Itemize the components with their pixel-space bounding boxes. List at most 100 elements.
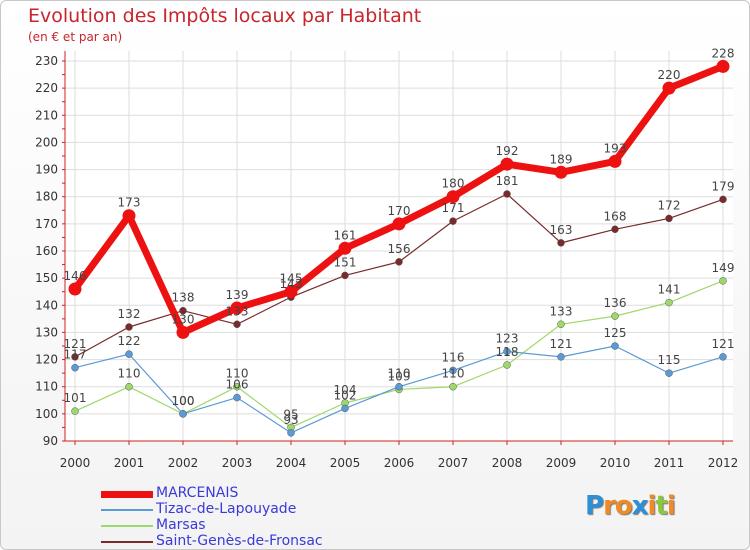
- y-tick-label: 160: [35, 244, 58, 258]
- data-label: 133: [226, 304, 249, 318]
- data-label: 192: [496, 144, 519, 158]
- chart-legend: MARCENAIS Tizac-de-Lapouyade Marsas Saint-G…: [101, 485, 361, 549]
- data-label: 106: [226, 378, 249, 392]
- legend-item: MARCENAIS: [101, 485, 361, 502]
- data-label: 118: [496, 345, 519, 359]
- data-label: 133: [550, 304, 573, 318]
- data-label: 173: [118, 196, 141, 210]
- data-point: [233, 382, 241, 391]
- data-point: [665, 369, 673, 377]
- data-point: [557, 239, 565, 247]
- data-label: 121: [64, 337, 87, 351]
- data-label: 228: [712, 46, 735, 60]
- data-label: 104: [334, 383, 357, 397]
- data-point: [71, 363, 79, 372]
- data-label: 121: [712, 337, 735, 351]
- data-point: [665, 214, 673, 223]
- data-point: [71, 353, 79, 361]
- data-label: 100: [172, 394, 195, 408]
- data-point: [449, 382, 457, 391]
- data-label: 102: [334, 388, 357, 402]
- data-point: [449, 217, 457, 225]
- legend-swatch: [101, 541, 153, 543]
- logo-letter: i: [647, 491, 657, 521]
- data-point: [719, 195, 727, 204]
- y-tick-label: 230: [35, 54, 58, 68]
- y-tick-label: 190: [35, 163, 58, 177]
- chart-subtitle: (en € et par an): [28, 30, 123, 44]
- data-label: 145: [280, 272, 303, 286]
- data-point: [608, 154, 622, 168]
- y-tick-label: 110: [35, 380, 58, 394]
- data-point: [662, 81, 676, 95]
- data-point: [503, 361, 511, 369]
- data-label: 168: [604, 209, 627, 223]
- legend-item: Saint-Genès-de-Fronsac: [101, 533, 361, 549]
- chart-series: [68, 59, 730, 437]
- y-tick-label: 100: [35, 407, 58, 421]
- data-point: [233, 393, 241, 402]
- logo-letter: x: [631, 491, 649, 521]
- data-point: [122, 209, 136, 223]
- data-point: [611, 225, 619, 234]
- data-label: 123: [496, 331, 519, 345]
- x-tick-label: 2000: [60, 456, 91, 470]
- data-point: [557, 320, 565, 329]
- y-tick-label: 210: [35, 108, 58, 122]
- data-label: 181: [496, 174, 519, 188]
- y-tick-label: 130: [35, 325, 58, 339]
- y-tick-label: 200: [35, 135, 58, 149]
- data-label: 171: [442, 201, 465, 215]
- data-label: 220: [658, 68, 681, 82]
- x-tick-label: 2011: [654, 456, 685, 470]
- data-point: [179, 306, 187, 315]
- legend-item: Marsas: [101, 517, 361, 534]
- data-label: 170: [388, 204, 411, 218]
- chart-title: Evolution des Impôts locaux par Habitant: [28, 5, 422, 27]
- data-label: 172: [658, 198, 681, 212]
- y-tick-label: 150: [35, 271, 58, 285]
- logo-letter: P: [585, 491, 604, 521]
- data-label: 180: [442, 177, 465, 191]
- data-point: [500, 157, 514, 171]
- data-label: 193: [604, 141, 627, 155]
- data-point: [71, 407, 79, 415]
- logo-letter: r: [603, 491, 616, 521]
- legend-swatch: [101, 490, 153, 498]
- x-tick-label: 2002: [168, 456, 199, 470]
- data-point: [125, 350, 133, 358]
- data-label: 110: [442, 367, 465, 381]
- data-label: 125: [604, 326, 627, 340]
- data-point: [179, 410, 187, 418]
- data-point: [446, 190, 460, 204]
- chart-labels: 121 132 138 133 143 151 156 171 181 163 168 172 179 1…: [64, 46, 735, 426]
- logo-letter: t: [655, 491, 667, 521]
- data-label: 143: [280, 277, 303, 291]
- data-point: [284, 285, 298, 299]
- data-point: [716, 59, 730, 73]
- x-tick-label: 2006: [384, 456, 415, 470]
- x-tick-label: 2005: [330, 456, 361, 470]
- data-point: [554, 165, 568, 179]
- data-point: [557, 353, 565, 361]
- x-tick-label: 2009: [546, 456, 577, 470]
- logo-letter: o: [614, 491, 633, 521]
- data-label: 116: [442, 350, 465, 364]
- data-point: [503, 347, 511, 356]
- data-label: 149: [712, 261, 735, 275]
- y-tick-label: 120: [35, 353, 58, 367]
- data-point: [395, 258, 403, 266]
- data-label: 110: [226, 367, 249, 381]
- legend-label: MARCENAIS: [156, 485, 239, 501]
- data-label: 93: [283, 413, 298, 427]
- data-point: [338, 241, 352, 255]
- y-tick-label: 90: [43, 434, 58, 448]
- data-point: [230, 301, 244, 315]
- data-label: 163: [550, 223, 573, 237]
- data-point: [125, 382, 133, 391]
- x-tick-label: 2001: [114, 456, 145, 470]
- data-label: 139: [226, 288, 249, 302]
- data-label: 115: [658, 353, 681, 367]
- data-point: [503, 190, 511, 198]
